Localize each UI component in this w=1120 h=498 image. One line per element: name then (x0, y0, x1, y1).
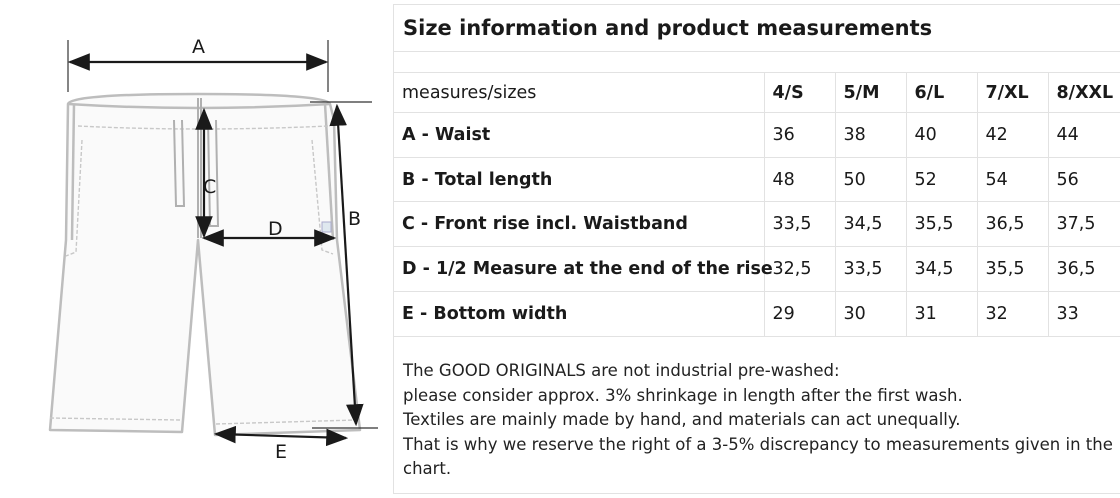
cell-value: 52 (906, 157, 978, 202)
cell-value: 31 (906, 291, 978, 337)
cell-value: 56 (1048, 157, 1120, 202)
cell-value: 35,5 (906, 201, 978, 247)
label-b: B (348, 208, 361, 230)
label-d: D (268, 218, 283, 240)
cell-value: 30 (835, 291, 907, 337)
row-label: D - 1/2 Measure at the end of the rise (394, 246, 773, 292)
cell-value: 32,5 (764, 246, 836, 292)
table-row: B - Total length 48 50 52 54 56 (394, 157, 1120, 202)
note-line: Textiles are mainly made by hand, and ma… (403, 410, 961, 429)
cell-value: 54 (977, 157, 1049, 202)
header-measures: measures/sizes (394, 73, 765, 113)
table-row: C - Front rise incl. Waistband 33,5 34,5… (394, 201, 1120, 247)
table-row: A - Waist 36 38 40 42 44 (394, 112, 1120, 158)
row-label: B - Total length (394, 157, 765, 202)
cell-value: 48 (764, 157, 836, 202)
spacer-row (394, 52, 1120, 73)
cell-value: 32 (977, 291, 1049, 337)
cell-value: 34,5 (835, 201, 907, 247)
cell-value: 38 (835, 112, 907, 158)
row-label: E - Bottom width (394, 291, 765, 337)
cell-value: 29 (764, 291, 836, 337)
cell-value: 37,5 (1048, 201, 1120, 247)
row-label: C - Front rise incl. Waistband (394, 201, 765, 247)
cell-value: 44 (1048, 112, 1120, 158)
cell-value: 36 (764, 112, 836, 158)
table-header-row: measures/sizes 4/S 5/M 6/L 7/XL 8/XXL (394, 73, 1120, 113)
cell-value: 40 (906, 112, 978, 158)
cell-value: 33,5 (764, 201, 836, 247)
divider (394, 493, 1120, 494)
label-c: C (203, 176, 216, 198)
cell-value: 33,5 (835, 246, 907, 292)
note-line: The GOOD ORIGINALS are not industrial pr… (403, 361, 840, 380)
size-info-panel: Size information and product measurement… (393, 4, 1120, 494)
cell-value: 34,5 (906, 246, 978, 292)
cell-value: 36,5 (1048, 246, 1120, 292)
cell-value: 42 (977, 112, 1049, 158)
note-line: That is why we reserve the right of a 3-… (403, 434, 1113, 479)
header-size: 7/XL (977, 73, 1049, 113)
cell-value: 50 (835, 157, 907, 202)
cell-value: 35,5 (977, 246, 1049, 292)
size-table: measures/sizes 4/S 5/M 6/L 7/XL 8/XXL A … (394, 73, 1120, 337)
header-size: 5/M (835, 73, 907, 113)
shorts-measurement-diagram: A B C D E (48, 36, 378, 463)
label-a: A (192, 36, 205, 58)
table-row: E - Bottom width 29 30 31 32 33 (394, 291, 1120, 337)
row-label: A - Waist (394, 112, 765, 158)
label-e: E (275, 441, 287, 463)
header-size: 4/S (764, 73, 836, 113)
panel-title: Size information and product measurement… (394, 4, 1120, 52)
table-row: D - 1/2 Measure at the end of the rise 3… (394, 246, 1120, 292)
cell-value: 36,5 (977, 201, 1049, 247)
cell-value: 33 (1048, 291, 1120, 337)
note-line: please consider approx. 3% shrinkage in … (403, 385, 963, 405)
header-size: 8/XXL (1048, 73, 1120, 113)
header-size: 6/L (906, 73, 978, 113)
care-notes: The GOOD ORIGINALS are not industrial pr… (394, 359, 1120, 482)
